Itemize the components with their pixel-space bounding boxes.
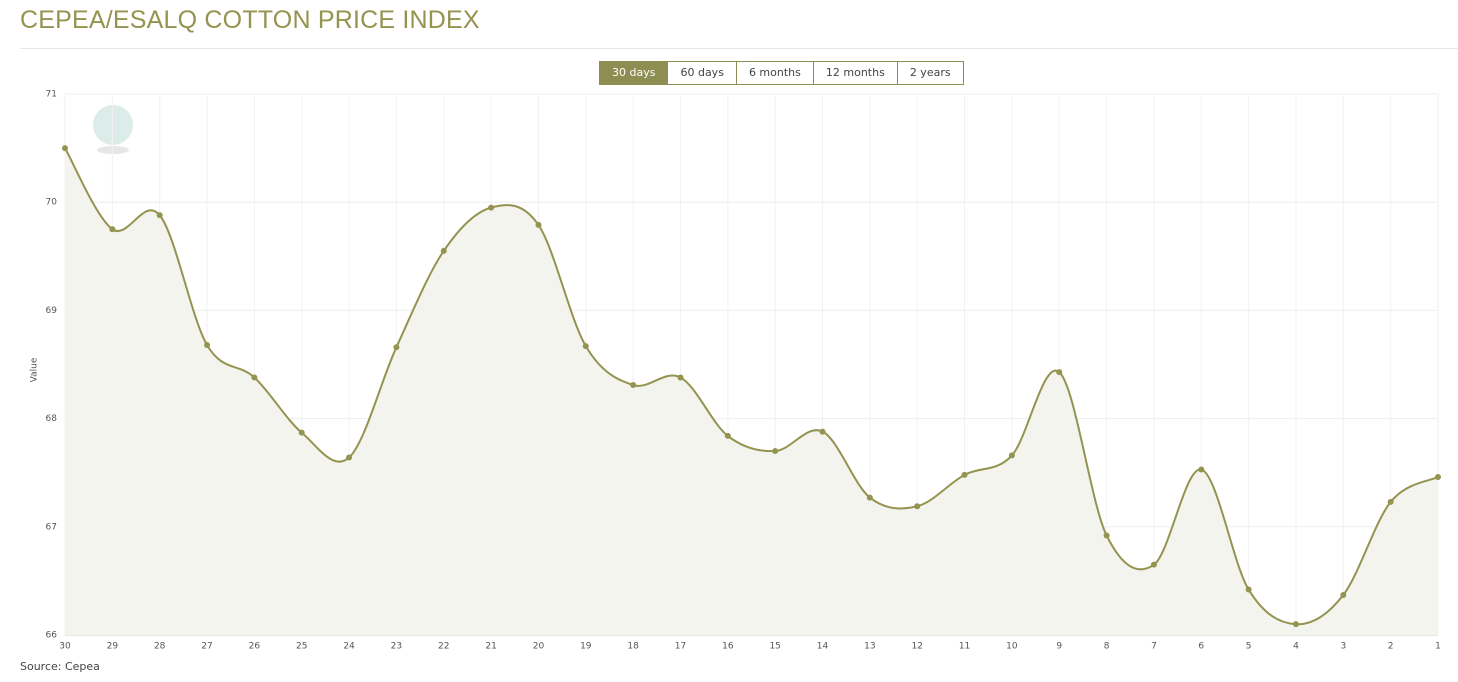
- area: [65, 148, 1438, 635]
- x-tick-label: 30: [59, 642, 71, 652]
- y-tick-label: 68: [46, 414, 58, 424]
- point: [1008, 452, 1015, 459]
- point: [1198, 466, 1205, 473]
- range-buttons: 30 days 60 days 6 months 12 months 2 years: [599, 61, 964, 85]
- x-tick-label: 8: [1104, 642, 1110, 652]
- x-tick-label: 25: [296, 642, 307, 652]
- x-tick-label: 2: [1388, 642, 1394, 652]
- point: [582, 343, 589, 350]
- point: [866, 494, 873, 501]
- point: [156, 212, 163, 219]
- source-note: Source: Cepea: [20, 660, 100, 673]
- x-tick-label: 19: [580, 642, 592, 652]
- point: [440, 247, 447, 254]
- range-button[interactable]: 12 months: [812, 61, 898, 85]
- x-tick-label: 20: [533, 642, 545, 652]
- x-tick-label: 4: [1293, 642, 1299, 652]
- range-button[interactable]: 6 months: [735, 61, 814, 85]
- x-tick-label: 28: [154, 642, 166, 652]
- x-tick-label: 7: [1151, 642, 1157, 652]
- y-tick-label: 69: [46, 306, 58, 316]
- point: [109, 226, 116, 233]
- x-tick-label: 21: [485, 642, 496, 652]
- point: [961, 471, 968, 478]
- y-tick-label: 67: [46, 522, 57, 532]
- x-tick-label: 29: [107, 642, 119, 652]
- x-tick-label: 18: [627, 642, 639, 652]
- x-tick-label: 15: [769, 642, 780, 652]
- x-tick-label: 13: [864, 642, 875, 652]
- x-tick-label: 5: [1246, 642, 1252, 652]
- x-tick-label: 14: [817, 642, 829, 652]
- x-tick-label: 24: [343, 642, 355, 652]
- point: [1435, 474, 1441, 481]
- page-title: CEPEA/ESALQ COTTON PRICE INDEX: [20, 6, 480, 34]
- x-tick-label: 1: [1435, 642, 1441, 652]
- point: [298, 429, 305, 436]
- point: [677, 374, 684, 381]
- point: [819, 428, 826, 435]
- x-tick-label: 12: [911, 642, 922, 652]
- logo: [93, 105, 133, 154]
- range-button[interactable]: 60 days: [667, 61, 737, 85]
- y-axis-label: Value: [30, 357, 40, 382]
- point: [1387, 498, 1394, 505]
- point: [1245, 586, 1252, 593]
- y-tick-label: 66: [46, 631, 58, 641]
- point: [1056, 369, 1063, 376]
- point: [346, 454, 353, 461]
- divider: [20, 48, 1458, 49]
- x-tick-label: 22: [438, 642, 449, 652]
- range-button[interactable]: 30 days: [599, 61, 669, 85]
- point: [724, 432, 731, 439]
- x-tick-label: 9: [1056, 642, 1062, 652]
- x-tick-label: 23: [391, 642, 402, 652]
- point: [772, 448, 779, 455]
- point: [1340, 591, 1347, 598]
- x-tick-label: 16: [722, 642, 734, 652]
- point: [914, 503, 921, 510]
- point: [1292, 621, 1299, 628]
- point: [393, 344, 400, 351]
- point: [1103, 532, 1110, 539]
- point: [251, 374, 258, 381]
- x-tick-label: 10: [1006, 642, 1018, 652]
- range-button[interactable]: 2 years: [896, 61, 964, 85]
- x-tick-label: 26: [249, 642, 261, 652]
- point: [62, 145, 68, 152]
- x-tick-label: 17: [675, 642, 686, 652]
- y-tick-label: 70: [46, 198, 58, 208]
- x-tick-label: 6: [1198, 642, 1204, 652]
- point: [204, 342, 211, 349]
- x-tick-label: 11: [959, 642, 970, 652]
- point: [488, 204, 495, 211]
- x-tick-label: 27: [201, 642, 212, 652]
- point: [630, 382, 637, 389]
- point: [1150, 561, 1157, 568]
- point: [535, 221, 542, 228]
- x-tick-label: 3: [1340, 642, 1346, 652]
- y-tick-label: 71: [46, 90, 57, 100]
